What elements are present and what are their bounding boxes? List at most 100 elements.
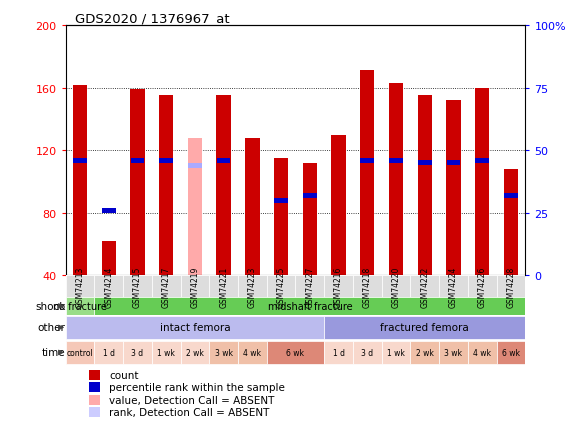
Text: 3 wk: 3 wk xyxy=(444,348,463,357)
Bar xyxy=(180,342,210,364)
Bar xyxy=(66,316,324,339)
Bar xyxy=(180,276,210,297)
Text: fractured femora: fractured femora xyxy=(380,322,469,332)
Bar xyxy=(296,276,324,297)
Text: value, Detection Call = ABSENT: value, Detection Call = ABSENT xyxy=(109,395,275,405)
Bar xyxy=(94,297,525,315)
Bar xyxy=(188,163,202,169)
Bar xyxy=(217,158,231,164)
Bar xyxy=(89,395,100,405)
Bar xyxy=(331,135,346,276)
Text: 3 d: 3 d xyxy=(131,348,143,357)
Bar xyxy=(102,241,116,276)
Bar xyxy=(389,84,403,276)
Text: GSM74227: GSM74227 xyxy=(305,266,315,307)
Bar xyxy=(417,96,432,276)
Bar xyxy=(389,158,403,164)
Bar xyxy=(324,316,525,339)
Text: GSM74219: GSM74219 xyxy=(191,266,199,307)
Bar xyxy=(274,159,288,276)
Text: 1 wk: 1 wk xyxy=(387,348,405,357)
Text: GSM74221: GSM74221 xyxy=(219,266,228,307)
Text: 4 wk: 4 wk xyxy=(243,348,262,357)
Bar xyxy=(102,208,115,214)
Bar xyxy=(152,276,180,297)
Text: rank, Detection Call = ABSENT: rank, Detection Call = ABSENT xyxy=(109,407,270,417)
Text: count: count xyxy=(109,370,139,380)
Text: GSM74224: GSM74224 xyxy=(449,266,458,307)
Bar xyxy=(447,101,461,276)
Bar xyxy=(210,342,238,364)
Bar xyxy=(238,342,267,364)
Bar xyxy=(411,342,439,364)
Text: GSM74216: GSM74216 xyxy=(334,266,343,307)
Text: no fracture: no fracture xyxy=(53,301,107,311)
Text: GSM74222: GSM74222 xyxy=(420,266,429,307)
Bar xyxy=(439,276,468,297)
Text: 1 wk: 1 wk xyxy=(157,348,175,357)
Text: GSM74214: GSM74214 xyxy=(104,266,113,307)
Text: 6 wk: 6 wk xyxy=(502,348,520,357)
Text: intact femora: intact femora xyxy=(160,322,230,332)
Bar xyxy=(439,342,468,364)
Bar xyxy=(360,158,374,164)
Bar xyxy=(238,276,267,297)
Bar xyxy=(130,90,144,276)
Text: 6 wk: 6 wk xyxy=(287,348,304,357)
Bar xyxy=(73,85,87,276)
Text: 2 wk: 2 wk xyxy=(416,348,434,357)
Bar xyxy=(73,158,87,164)
Bar xyxy=(475,89,489,276)
Bar xyxy=(324,276,353,297)
Bar xyxy=(94,342,123,364)
Bar xyxy=(353,276,381,297)
Text: midshaft fracture: midshaft fracture xyxy=(268,301,352,311)
Text: GSM74223: GSM74223 xyxy=(248,266,257,307)
Text: 4 wk: 4 wk xyxy=(473,348,491,357)
Bar xyxy=(476,158,489,164)
Bar xyxy=(152,342,180,364)
Text: other: other xyxy=(38,322,66,332)
Text: 1 d: 1 d xyxy=(103,348,115,357)
Bar xyxy=(267,276,296,297)
Text: GSM74220: GSM74220 xyxy=(392,266,400,307)
Text: control: control xyxy=(67,348,94,357)
Bar xyxy=(131,158,144,164)
Bar xyxy=(89,370,100,380)
Bar xyxy=(123,342,152,364)
Text: 3 wk: 3 wk xyxy=(215,348,232,357)
Bar xyxy=(468,342,497,364)
Bar xyxy=(324,342,353,364)
Bar xyxy=(497,276,525,297)
Text: GSM74213: GSM74213 xyxy=(75,266,85,307)
Text: percentile rank within the sample: percentile rank within the sample xyxy=(109,382,285,392)
Text: GSM74226: GSM74226 xyxy=(478,266,486,307)
Bar xyxy=(245,138,260,276)
Bar xyxy=(159,158,173,164)
Bar xyxy=(360,71,375,276)
Bar xyxy=(216,96,231,276)
Bar xyxy=(94,276,123,297)
Bar xyxy=(159,96,174,276)
Text: GSM74225: GSM74225 xyxy=(276,266,286,307)
Bar xyxy=(303,193,317,199)
Text: GSM74228: GSM74228 xyxy=(506,266,516,307)
Text: time: time xyxy=(42,348,66,358)
Bar xyxy=(504,193,518,199)
Text: 3 d: 3 d xyxy=(361,348,373,357)
Bar xyxy=(267,342,324,364)
Bar xyxy=(89,382,100,392)
Text: GSM74218: GSM74218 xyxy=(363,266,372,307)
Bar xyxy=(89,407,100,417)
Bar xyxy=(123,276,152,297)
Bar xyxy=(418,161,432,166)
Bar xyxy=(468,276,497,297)
Bar xyxy=(274,198,288,204)
Text: 1 d: 1 d xyxy=(332,348,344,357)
Bar xyxy=(497,342,525,364)
Bar xyxy=(381,342,411,364)
Text: GDS2020 / 1376967_at: GDS2020 / 1376967_at xyxy=(75,12,230,25)
Bar xyxy=(411,276,439,297)
Bar xyxy=(188,138,202,276)
Text: GSM74215: GSM74215 xyxy=(133,266,142,307)
